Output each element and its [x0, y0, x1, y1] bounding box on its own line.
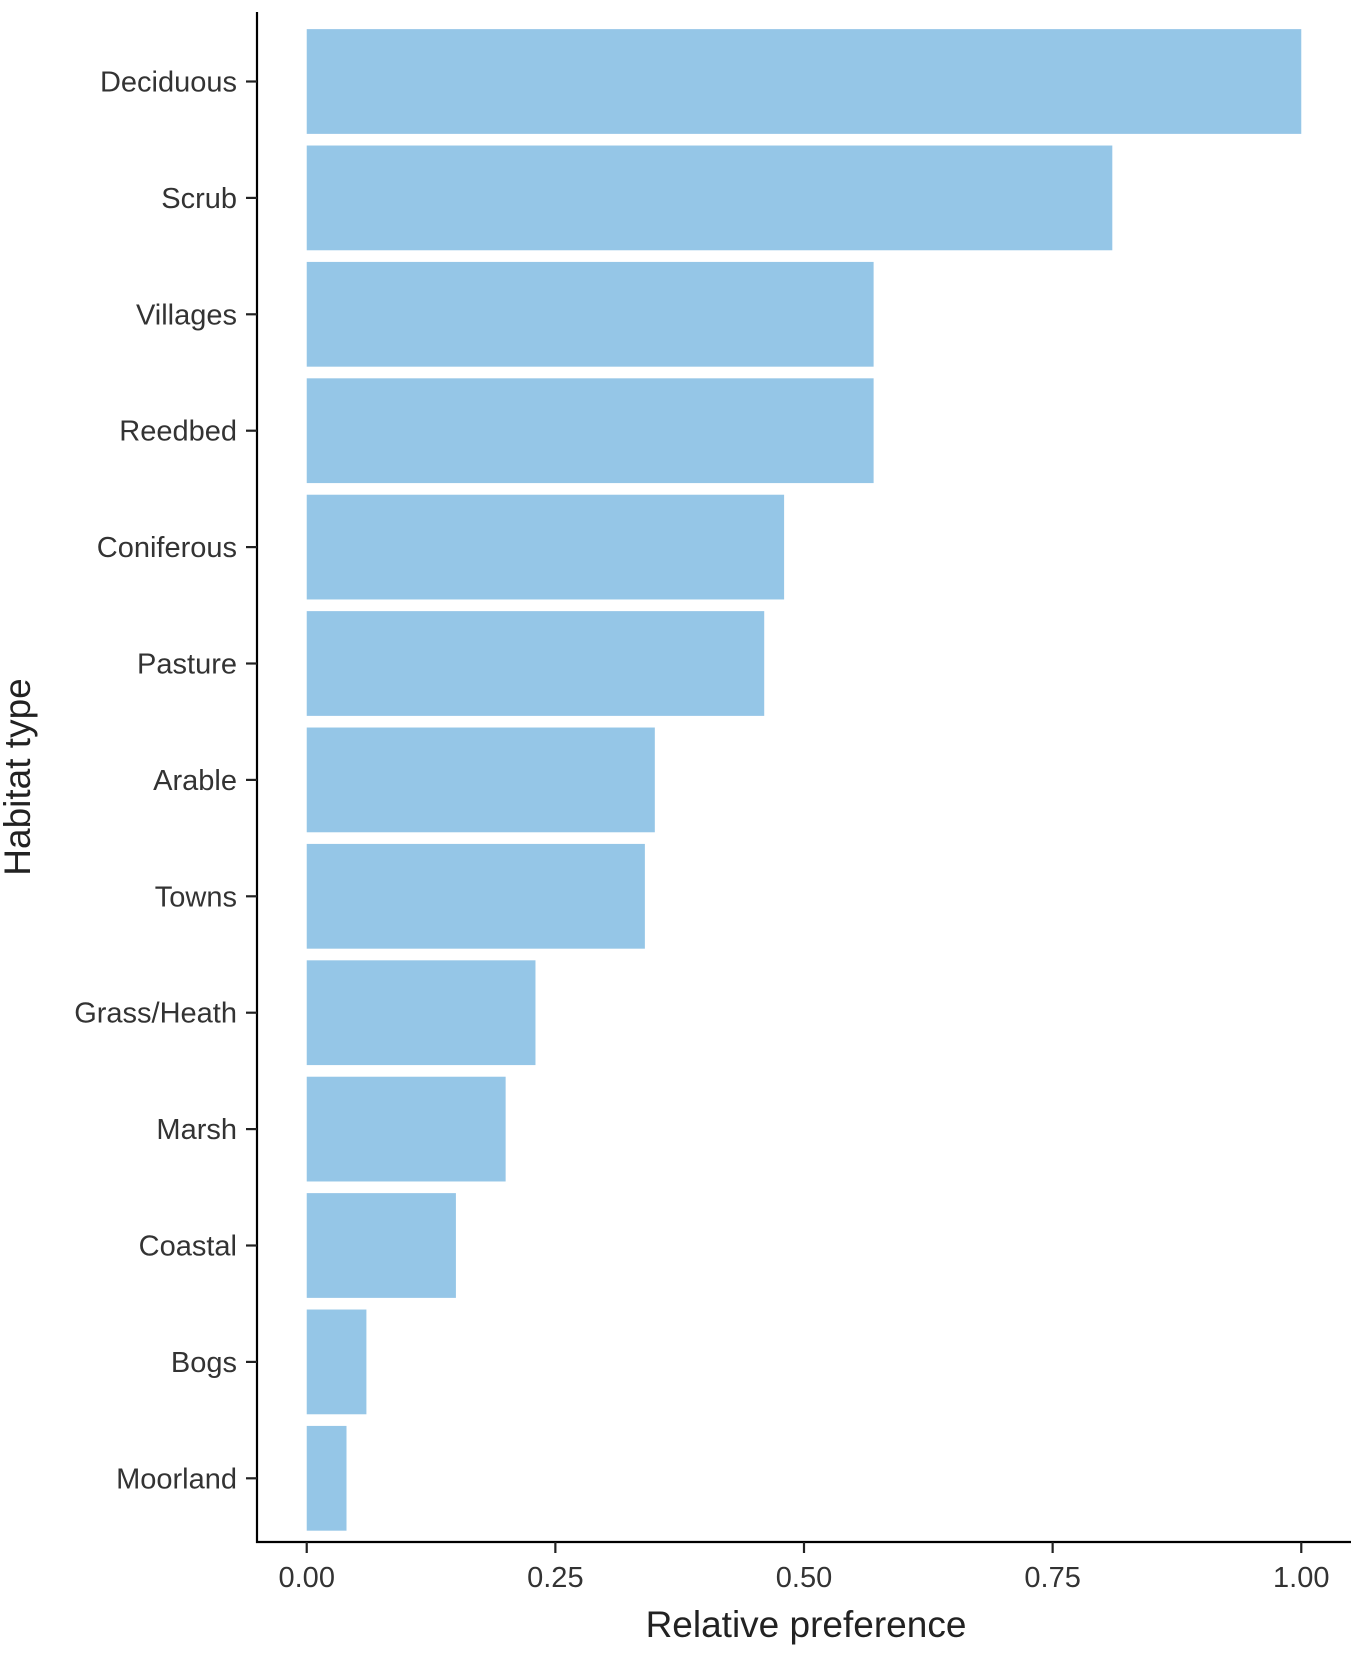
bar-marsh — [306, 1076, 506, 1182]
bar-coastal — [306, 1193, 456, 1298]
y-tick-label: Towns — [155, 881, 237, 913]
bar-towns — [306, 843, 645, 949]
y-tick-label: Bogs — [171, 1347, 237, 1379]
y-tick-label: Villages — [136, 299, 237, 331]
bar-bogs — [306, 1309, 367, 1415]
bar-pasture — [306, 611, 765, 716]
y-tick-label: Marsh — [156, 1114, 237, 1146]
y-tick-label: Moorland — [116, 1463, 237, 1495]
y-tick-label: Pasture — [137, 649, 237, 681]
x-tick-label: 0.50 — [776, 1562, 832, 1594]
y-tick-label: Grass/Heath — [74, 998, 237, 1030]
y-tick-label: Coastal — [139, 1231, 237, 1263]
y-tick-label: Scrub — [161, 183, 237, 215]
ticks-layer: Deciduous Scrub Villages Reedbed Coniferous P… — [74, 67, 1329, 1595]
bar-moorland — [306, 1425, 347, 1531]
bars-layer — [306, 29, 1302, 1531]
bar-deciduous — [306, 29, 1302, 134]
x-tick-label: 0.00 — [279, 1562, 335, 1594]
bar-reedbed — [306, 378, 874, 484]
y-tick-label: Deciduous — [100, 67, 237, 99]
bar-scrub — [306, 145, 1113, 251]
bar-arable — [306, 727, 655, 833]
y-tick-label: Arable — [153, 765, 237, 797]
bar-villages — [306, 261, 874, 367]
x-tick-label: 1.00 — [1273, 1562, 1329, 1594]
x-axis-title: Relative preference — [646, 1604, 967, 1645]
y-axis-title: Habitat type — [0, 678, 38, 875]
x-tick-label: 0.25 — [527, 1562, 583, 1594]
bar-grass-heath — [306, 960, 536, 1066]
bar-coniferous — [306, 494, 785, 600]
y-tick-label: Reedbed — [119, 416, 237, 448]
y-tick-label: Coniferous — [97, 532, 237, 564]
x-tick-label: 0.75 — [1024, 1562, 1080, 1594]
